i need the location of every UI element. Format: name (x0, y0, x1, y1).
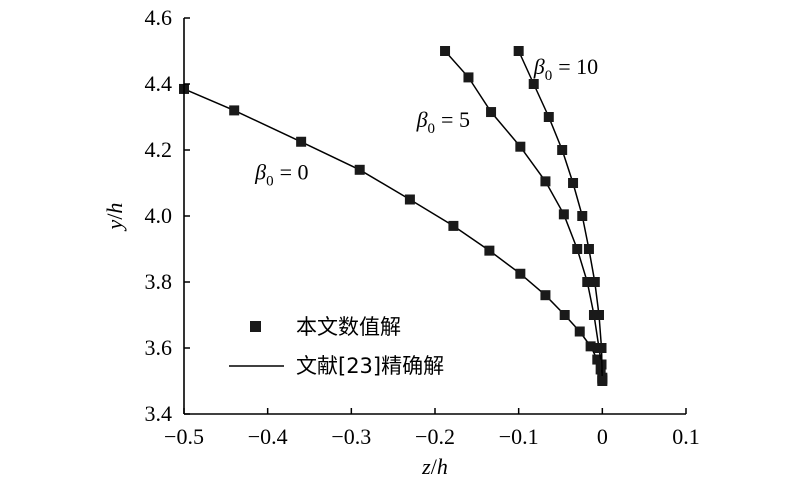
x-axis-var: z (421, 454, 431, 479)
data-point-beta-0 (354, 164, 365, 175)
data-point-beta-10 (593, 310, 604, 320)
data-point-beta-0 (296, 136, 307, 147)
data-point-beta-10 (583, 244, 594, 254)
y-axis-title: y/h (102, 203, 127, 232)
y-tick-label: 3.6 (145, 335, 173, 360)
data-point-beta-10 (589, 277, 600, 287)
data-point-beta-5 (558, 209, 569, 220)
data-point-beta-0 (448, 220, 459, 231)
data-point-beta-5 (440, 46, 451, 56)
annotation-beta-0: β0 = 0 (254, 160, 308, 190)
legend-marker-symbol (250, 321, 261, 332)
y-axis-var: y (102, 219, 127, 231)
annotation-beta-10: β0 = 10 (533, 54, 598, 84)
y-axis-unit: h (102, 203, 127, 214)
x-tick-label: 0.1 (672, 424, 700, 449)
y-axis-sep: / (102, 213, 127, 220)
legend-marker-label: 本文数值解 (296, 315, 401, 339)
annotation-subscript: 0 (428, 121, 436, 137)
data-point-beta-10 (543, 112, 554, 122)
x-tick-label: −0.5 (164, 424, 204, 449)
legend: 本文数值解 文献[23]精确解 (229, 315, 444, 378)
annotation-value: = 0 (280, 160, 309, 185)
data-point-beta-10 (577, 211, 588, 221)
data-point-beta-0 (404, 194, 415, 205)
annotation-beta-5: β0 = 5 (416, 107, 470, 137)
data-point-beta-10 (597, 376, 608, 386)
x-axis-unit: h (437, 454, 448, 479)
data-point-beta-10 (568, 178, 579, 188)
y-ticks: 3.4 3.6 3.8 4.0 4.2 4.4 4.6 (145, 5, 190, 426)
x-tick-label: −0.2 (415, 424, 455, 449)
data-point-beta-0 (540, 290, 551, 301)
data-point-beta-0 (559, 310, 570, 320)
y-tick-label: 4.4 (145, 71, 173, 96)
data-point-beta-0 (229, 105, 240, 116)
x-tick-label: −0.1 (499, 424, 539, 449)
data-point-beta-0 (484, 245, 495, 256)
data-point-beta-10 (528, 79, 539, 89)
y-tick-label: 4.6 (145, 5, 173, 30)
data-point-beta-0 (574, 326, 585, 337)
annotations: β0 = 0β0 = 5β0 = 10 (254, 54, 598, 190)
x-tick-label: −0.4 (248, 424, 288, 449)
y-tick-label: 3.8 (145, 269, 173, 294)
y-tick-label: 4.0 (145, 203, 173, 228)
data-point-beta-5 (540, 176, 551, 187)
plot-marks (179, 46, 608, 386)
x-tick-label: 0 (597, 424, 608, 449)
data-point-beta-5 (582, 277, 593, 287)
data-point-beta-5 (588, 310, 599, 320)
data-point-beta-10 (596, 343, 607, 353)
annotation-symbol: β (533, 54, 545, 79)
x-ticks: −0.5 −0.4 −0.3 −0.2 −0.1 0 0.1 (164, 408, 700, 449)
annotation-value: = 5 (441, 107, 470, 132)
x-axis-sep: / (431, 454, 438, 479)
x-axis-title: z/h (421, 454, 448, 479)
data-point-beta-0 (585, 341, 596, 352)
y-tick-label: 4.2 (145, 137, 173, 162)
legend-line-label: 文献[23]精确解 (296, 354, 444, 378)
data-point-beta-10 (513, 46, 524, 56)
annotation-subscript: 0 (545, 68, 553, 84)
data-point-beta-5 (486, 107, 497, 118)
data-point-beta-5 (463, 72, 474, 83)
data-point-beta-10 (557, 145, 568, 155)
y-tick-label: 3.4 (145, 401, 173, 426)
data-point-beta-5 (572, 244, 583, 254)
annotation-value: = 10 (558, 54, 598, 79)
x-tick-label: −0.3 (331, 424, 371, 449)
annotation-symbol: β (416, 107, 428, 132)
annotation-subscript: 0 (266, 174, 274, 190)
axes: −0.5 −0.4 −0.3 −0.2 −0.1 0 0.1 3.4 3.6 3.8 4.0 4.2… (145, 5, 700, 449)
data-point-beta-5 (515, 141, 526, 152)
data-point-beta-0 (515, 268, 526, 279)
annotation-symbol: β (254, 160, 266, 185)
